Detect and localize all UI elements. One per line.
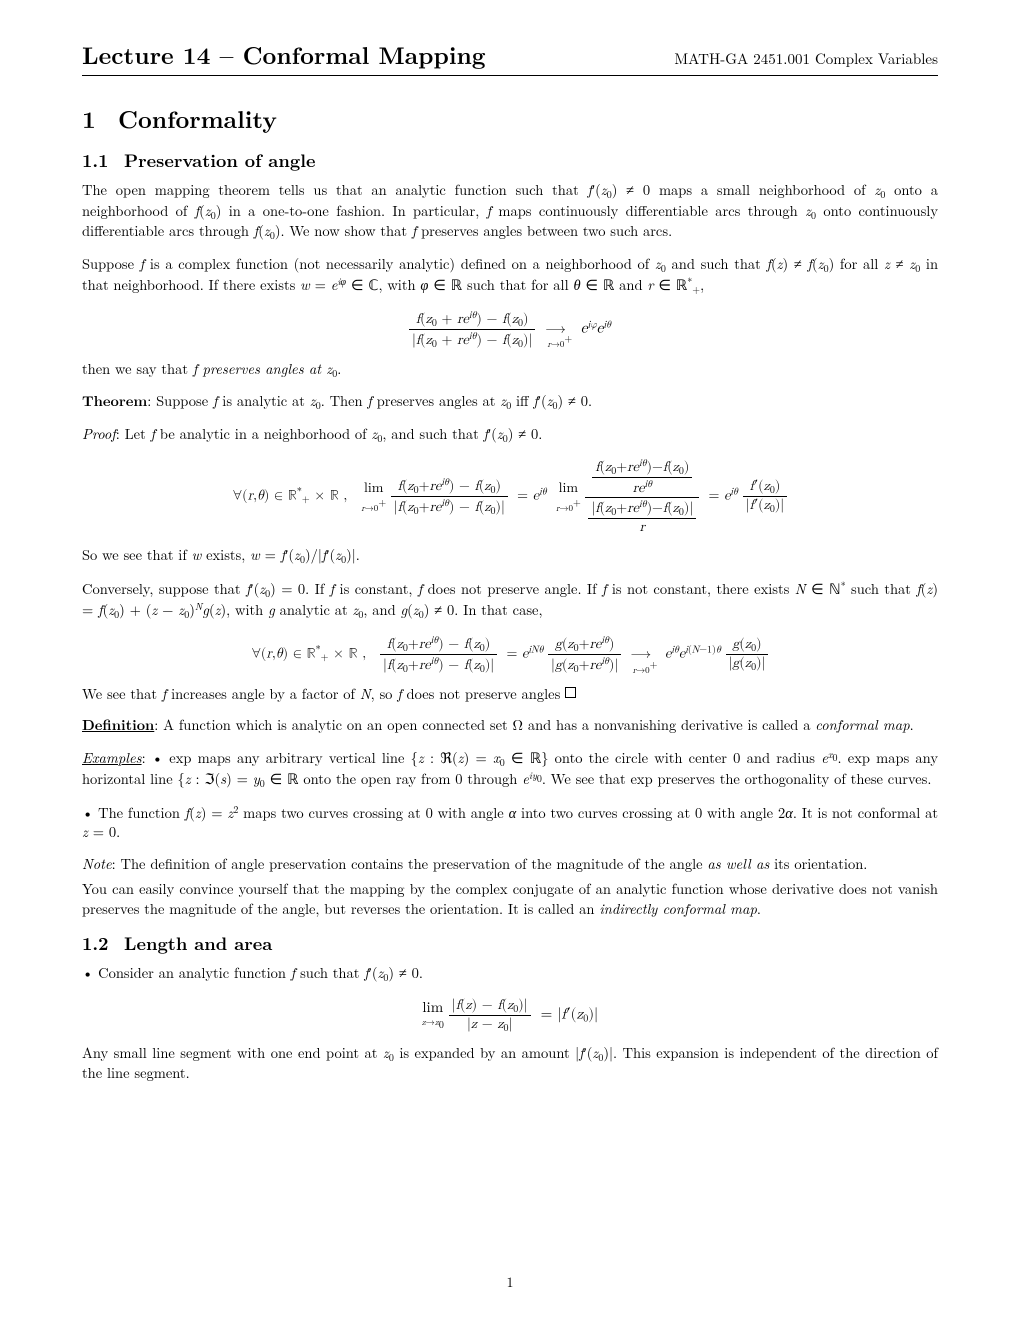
paragraph: • Consider an analytic function f such t…: [82, 964, 938, 985]
page: Lecture 14 – Conformal Mapping MATH-GA 2…: [0, 0, 1020, 1320]
section-number: 1: [82, 102, 118, 136]
page-number: 1: [0, 1272, 1020, 1292]
note: Note: The definition of angle preservati…: [82, 855, 938, 875]
qed-icon: [565, 687, 576, 698]
note-label: Note: [82, 854, 112, 874]
equation: ∀(r,θ) ∈ ℝ*+ × ℝ , f(z0+reiθ) − f(z0)|f(…: [82, 634, 938, 675]
subsection-title: Length and area: [124, 931, 272, 956]
equation: f(z0 + reiθ) − f(z0)|f(z0 + reiθ) − f(z0…: [82, 309, 938, 350]
section-title: Conformality: [118, 102, 277, 136]
paragraph: then we say that f preserves angles at z…: [82, 360, 938, 381]
paragraph: The open mapping theorem tells us that a…: [82, 181, 938, 243]
example: • The function f(z) = z2 maps two curves…: [82, 803, 938, 843]
proof-intro: Proof: Let f be analytic in a neighborho…: [82, 425, 938, 446]
section-heading: 1Conformality: [82, 102, 938, 136]
lecture-title: Lecture 14 – Conformal Mapping: [82, 38, 486, 72]
paragraph: You can easily convince yourself that th…: [82, 880, 938, 919]
equation: limz→z0 |f(z) − f(z0)||z − z0| = |f′(z0)…: [82, 997, 938, 1034]
definition: Definition: A function which is analytic…: [82, 716, 938, 736]
example: Examples: • exp maps any arbitrary verti…: [82, 748, 938, 791]
paragraph: Any small line segment with one end poin…: [82, 1044, 938, 1084]
subsection-heading: 1.1Preservation of angle: [82, 148, 938, 173]
paragraph: Suppose f is a complex function (not nec…: [82, 255, 938, 297]
subsection-number: 1.2: [82, 931, 124, 956]
theorem: Theorem: Suppose f is analytic at z0. Th…: [82, 392, 938, 413]
paragraph: We see that f increases angle by a facto…: [82, 685, 938, 705]
definition-label: Definition: [82, 715, 154, 735]
theorem-label: Theorem: [82, 391, 147, 411]
course-code: MATH-GA 2451.001 Complex Variables: [674, 48, 938, 69]
subsection-heading: 1.2Length and area: [82, 931, 938, 956]
subsection-title: Preservation of angle: [124, 148, 315, 173]
page-header: Lecture 14 – Conformal Mapping MATH-GA 2…: [82, 38, 938, 76]
paragraph: So we see that if w exists, w = f′(z0)/|…: [82, 546, 938, 567]
examples-label: Examples: [82, 748, 142, 768]
subsection-number: 1.1: [82, 148, 124, 173]
proof-label: Proof: [82, 424, 116, 444]
paragraph: Conversely, suppose that f′(z0) = 0. If …: [82, 579, 938, 622]
equation: ∀(r,θ) ∈ ℝ*+ × ℝ , limr→0+ f(z0+reiθ) − …: [82, 457, 938, 536]
